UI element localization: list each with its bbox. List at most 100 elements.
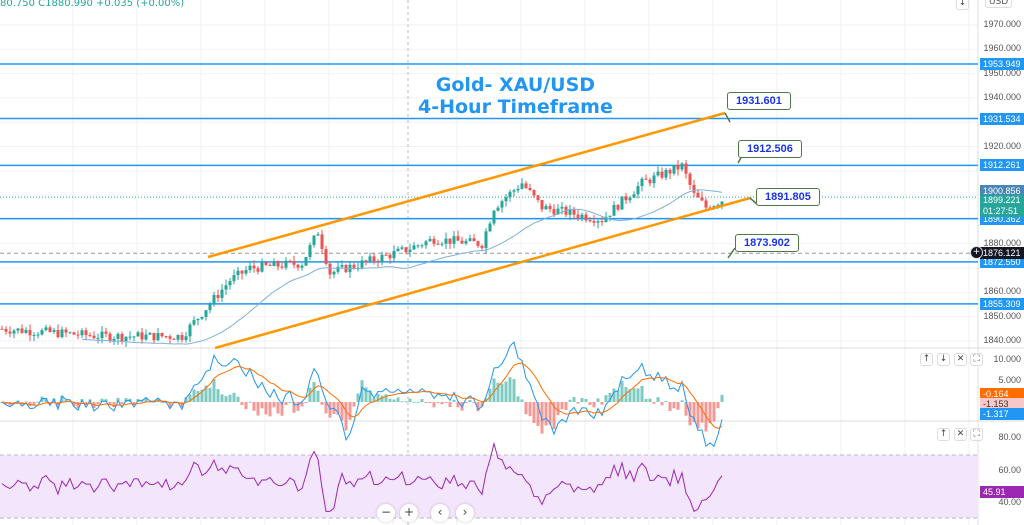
macd-histogram-bar: [204, 385, 208, 402]
macd-histogram-bar: [556, 402, 560, 416]
candle-body: [184, 336, 188, 340]
rsi-close-button[interactable]: ✕: [954, 428, 967, 441]
rsi-move-up-button[interactable]: ↑: [937, 428, 950, 441]
callout-pointer: [727, 247, 736, 259]
candle-body: [544, 205, 548, 210]
candle-body: [8, 331, 12, 334]
candle-body: [556, 208, 560, 215]
rsi-maximize-button[interactable]: ⛶: [970, 428, 983, 441]
macd-histogram-bar: [280, 402, 284, 416]
candle-body: [412, 245, 416, 250]
macd-histogram-bar: [320, 402, 324, 405]
macd-histogram-bar: [408, 398, 412, 402]
zoom-out-button[interactable]: −: [377, 504, 395, 522]
candle-body: [668, 169, 672, 174]
candle-body: [680, 163, 684, 170]
macd-histogram-bar: [284, 402, 288, 406]
candle-body: [300, 265, 304, 268]
candle-body: [68, 332, 72, 334]
candle-body: [60, 329, 64, 338]
candle-body: [328, 263, 332, 275]
macd-maximize-button[interactable]: ⛶: [970, 353, 983, 366]
macd-histogram-bar: [36, 401, 40, 403]
macd-close-button[interactable]: ✕: [954, 353, 967, 366]
macd-histogram-bar: [96, 402, 100, 405]
candle-body: [168, 336, 172, 339]
main-move-down-button[interactable]: ↓: [956, 0, 969, 10]
candle-body: [264, 262, 268, 265]
macd-histogram-bar: [524, 402, 528, 415]
candle-body: [228, 281, 232, 286]
candle-body: [372, 256, 376, 262]
candle-body: [432, 238, 436, 244]
macd-histogram-bar: [100, 398, 104, 402]
macd-histogram-bar: [396, 397, 400, 402]
candle-body: [124, 336, 128, 341]
price-tick: 1960.000: [983, 43, 1021, 54]
candle-body: [612, 204, 616, 216]
candle-body: [480, 245, 484, 249]
macd-histogram-bar: [712, 402, 716, 422]
macd-histogram-bar: [348, 402, 352, 420]
macd-histogram-bar: [376, 393, 380, 402]
macd-histogram-bar: [316, 390, 320, 402]
candle-body: [684, 163, 688, 174]
macd-histogram-bar: [232, 392, 236, 402]
scroll-right-button[interactable]: ›: [456, 504, 474, 522]
scroll-left-button[interactable]: ‹: [431, 504, 449, 522]
macd-histogram-bar: [196, 391, 200, 402]
macd-move-up-button[interactable]: ↑: [920, 353, 933, 366]
macd-histogram-bar: [380, 395, 384, 402]
macd-histogram-bar: [544, 402, 548, 426]
candle-body: [524, 183, 528, 188]
candle-body: [660, 171, 664, 178]
candle-body: [288, 260, 292, 262]
currency-label[interactable]: USD: [985, 0, 1013, 8]
macd-histogram-bar: [160, 402, 164, 403]
macd-histogram-bar: [192, 389, 196, 402]
zoom-in-button[interactable]: +: [400, 504, 418, 522]
candle-body: [552, 208, 556, 215]
rsi-band: [0, 455, 978, 518]
candle-body: [448, 238, 452, 244]
macd-value-tag: -1.153: [980, 398, 1024, 410]
add-alert-plus-icon[interactable]: +: [970, 246, 983, 260]
macd-histogram-bar: [516, 396, 520, 402]
candle-body: [272, 261, 276, 266]
macd-histogram-bar: [308, 388, 312, 402]
level-price-tag: 1855.309: [980, 297, 1024, 310]
candle-body: [316, 234, 320, 236]
macd-histogram-bar: [440, 402, 444, 405]
candle-body: [132, 336, 136, 338]
moving-average-line: [81, 189, 723, 345]
candle-body: [496, 207, 500, 211]
candle-body: [484, 231, 488, 249]
chart-title: Gold- XAU/USD 4-Hour Timeframe: [418, 74, 613, 118]
candle-body: [196, 318, 200, 321]
macd-histogram-bar: [184, 397, 188, 402]
macd-histogram-bar: [624, 387, 628, 402]
macd-histogram-bar: [324, 402, 328, 414]
candle-body: [308, 245, 312, 257]
price-tick: 1950.000: [983, 67, 1021, 78]
title-line-1: Gold- XAU/USD: [435, 74, 596, 96]
candle-body: [528, 187, 532, 191]
candle-body: [664, 169, 668, 178]
candle-body: [268, 264, 272, 266]
candle-body: [12, 330, 16, 334]
macd-histogram-bar: [636, 388, 640, 402]
candle-body: [532, 190, 536, 196]
candle-body: [504, 197, 508, 202]
candle-body: [600, 221, 604, 223]
macd-histogram-bar: [132, 402, 136, 405]
macd-histogram-bar: [452, 399, 456, 402]
macd-move-down-button[interactable]: ↓: [937, 353, 950, 366]
candle-body: [536, 195, 540, 200]
macd-histogram-bar: [600, 402, 604, 405]
macd-histogram-bar: [680, 400, 684, 402]
candle-body: [104, 331, 108, 334]
candle-body: [116, 333, 120, 339]
macd-histogram-bar: [296, 402, 300, 411]
macd-histogram-bar: [568, 399, 572, 402]
